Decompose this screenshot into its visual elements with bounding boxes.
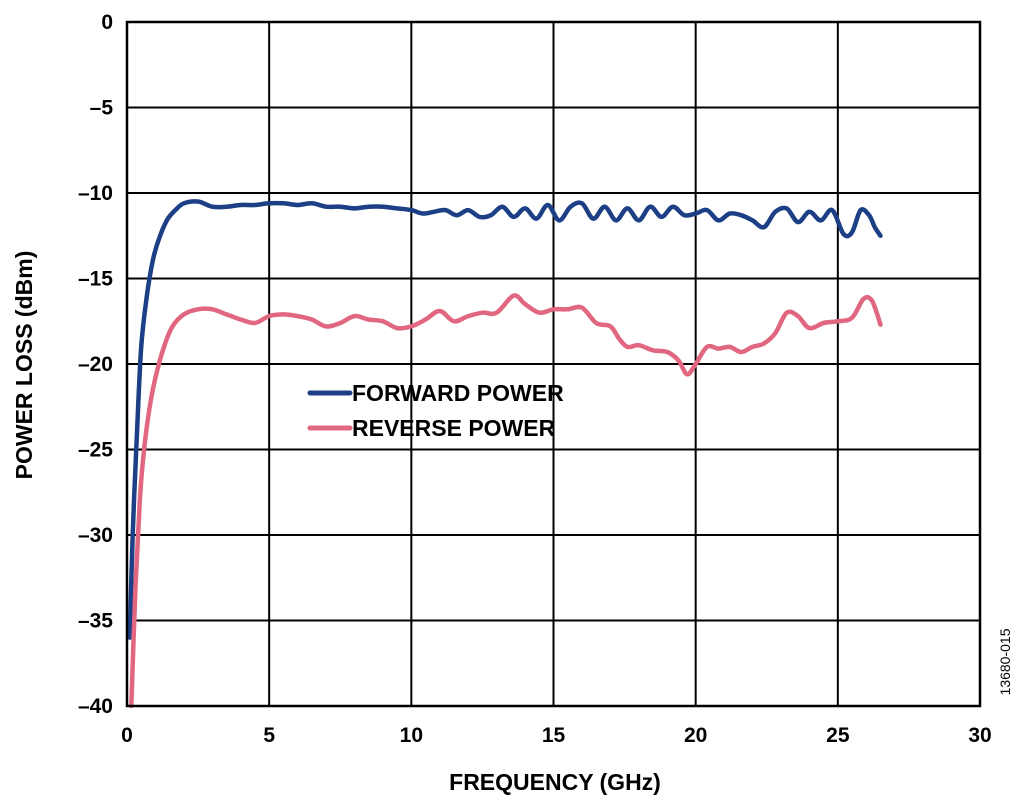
grid-lines xyxy=(127,22,980,706)
y-axis-title: POWER LOSS (dBm) xyxy=(11,251,37,480)
series-line-forward-power xyxy=(127,199,883,640)
x-tick-label: 5 xyxy=(263,724,275,747)
y-tick-label: –20 xyxy=(78,353,113,376)
y-tick-label: –40 xyxy=(78,695,113,718)
series-layer xyxy=(127,199,883,709)
legend-label-forward-power: FORWARD POWER xyxy=(352,380,564,406)
y-tick-labels: 0 –5 –10 –15 –20 –25 –30 –35 –40 xyxy=(78,11,113,718)
y-tick-label: –10 xyxy=(78,182,113,205)
x-tick-label: 10 xyxy=(400,724,423,747)
x-tick-label: 30 xyxy=(968,724,991,747)
x-tick-labels: 0 5 10 15 20 25 30 xyxy=(121,724,992,747)
x-tick-label: 20 xyxy=(684,724,707,747)
x-tick-label: 15 xyxy=(542,724,566,747)
figure-id: 13680-015 xyxy=(997,628,1013,695)
plot-frame xyxy=(125,20,982,708)
y-tick-label: –15 xyxy=(78,268,113,291)
y-tick-label: –25 xyxy=(78,439,113,462)
x-axis-title: FREQUENCY (GHz) xyxy=(449,769,661,795)
legend: FORWARD POWER REVERSE POWER xyxy=(307,380,564,441)
x-tick-label: 25 xyxy=(826,724,850,747)
legend-label-reverse-power: REVERSE POWER xyxy=(352,415,556,441)
y-tick-label: –30 xyxy=(78,524,113,547)
y-tick-label: –5 xyxy=(90,97,114,120)
y-tick-label: 0 xyxy=(101,11,113,34)
y-tick-label: –35 xyxy=(78,610,113,633)
series-line-reverse-power xyxy=(129,293,883,709)
x-tick-label: 0 xyxy=(121,724,133,747)
